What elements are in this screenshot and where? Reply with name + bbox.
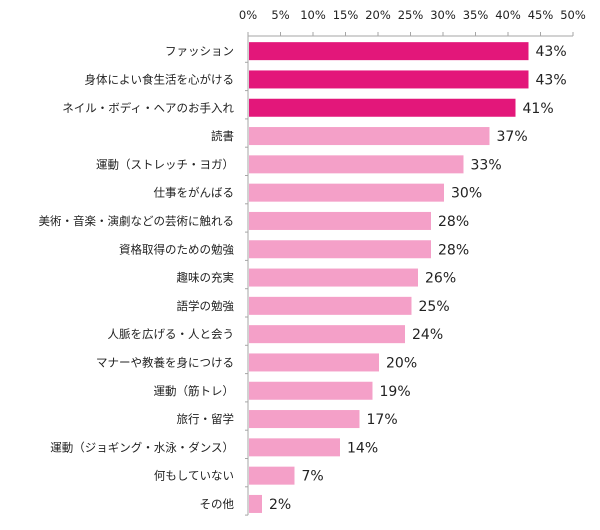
bar: [249, 155, 464, 174]
bar: [249, 98, 516, 117]
data-label: 26%: [425, 271, 456, 287]
data-label: 17%: [367, 412, 398, 428]
category-label: 資格取得のための勉強: [119, 242, 234, 256]
data-label: 43%: [536, 72, 567, 88]
category-label: 何もしていない: [154, 469, 234, 483]
data-label: 19%: [380, 384, 411, 400]
x-tick-label: 5%: [271, 8, 289, 22]
x-tick-label: 40%: [495, 8, 521, 22]
data-label: 7%: [302, 469, 324, 485]
data-label: 33%: [471, 157, 502, 173]
data-label: 28%: [438, 214, 469, 230]
x-tick-label: 15%: [333, 8, 359, 22]
category-label: 読書: [211, 129, 234, 143]
category-label: ファッション: [165, 44, 234, 58]
category-label: 身体によい食生活を心がける: [85, 72, 235, 86]
bar: [249, 494, 262, 513]
data-label: 43%: [536, 44, 567, 60]
bar: [249, 410, 360, 429]
data-label: 2%: [269, 497, 291, 513]
x-tick-label: 10%: [300, 8, 326, 22]
category-label: マナーや教養を身につける: [96, 355, 234, 369]
bar: [249, 353, 379, 372]
category-label: 運動（ジョギング・水泳・ダンス）: [50, 440, 234, 454]
bar: [249, 438, 340, 457]
category-label: 運動（筋トレ）: [154, 384, 235, 398]
x-tick-label: 30%: [430, 8, 456, 22]
data-label: 24%: [412, 327, 443, 343]
bar: [249, 466, 295, 485]
category-label: 美術・音楽・演劇などの芸術に触れる: [39, 214, 235, 228]
data-label: 20%: [386, 355, 417, 371]
bar: [249, 268, 418, 287]
category-label: 運動（ストレッチ・ヨガ）: [96, 157, 234, 171]
data-label: 14%: [347, 440, 378, 456]
data-label: 41%: [523, 101, 554, 117]
x-tick-label: 0%: [239, 8, 257, 22]
bar: [249, 240, 431, 259]
category-label: 仕事をがんばる: [154, 186, 235, 200]
category-label: ネイル・ボディ・ヘアのお手入れ: [62, 101, 234, 115]
bar: [249, 296, 412, 315]
category-label: 人脈を広げる・人と会う: [108, 327, 235, 341]
bar: [249, 70, 529, 89]
bar: [249, 42, 529, 61]
category-label: 趣味の充実: [177, 271, 235, 285]
x-tick-label: 25%: [398, 8, 424, 22]
bar: [249, 183, 444, 202]
x-tick-label: 35%: [463, 8, 489, 22]
bar: [249, 127, 490, 146]
data-label: 30%: [451, 186, 482, 202]
data-label: 28%: [438, 242, 469, 258]
bar: [249, 325, 405, 344]
bar: [249, 381, 373, 400]
category-label: 旅行・留学: [177, 412, 235, 426]
data-label: 25%: [419, 299, 450, 315]
x-tick-label: 20%: [365, 8, 391, 22]
x-tick-label: 45%: [528, 8, 554, 22]
x-tick-label: 50%: [560, 8, 586, 22]
category-label: その他: [200, 497, 235, 511]
category-label: 語学の勉強: [177, 299, 235, 313]
data-label: 37%: [497, 129, 528, 145]
bar: [249, 211, 431, 230]
